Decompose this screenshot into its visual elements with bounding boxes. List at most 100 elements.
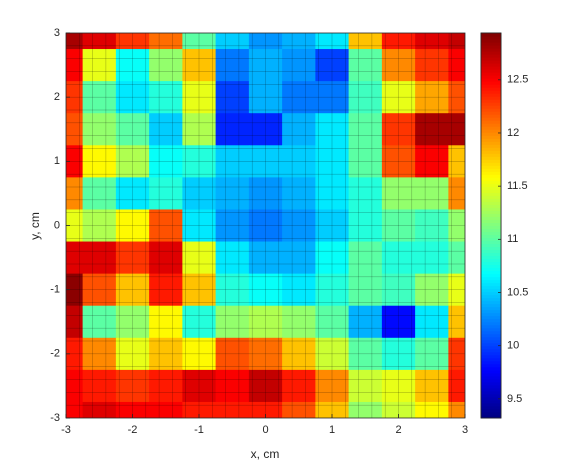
heat-cell	[282, 209, 316, 243]
colorbar-strip	[481, 51, 501, 55]
heat-cell	[149, 209, 183, 243]
heat-cell	[82, 49, 117, 82]
colorbar-strip	[481, 279, 501, 284]
colorbar-tick-label: 11.5	[507, 180, 528, 192]
colorbar-strip	[481, 96, 501, 100]
colorbar-strip	[481, 330, 501, 335]
heat-cell	[215, 177, 250, 211]
colorbar-strip	[481, 186, 501, 190]
heat-cell	[415, 241, 449, 275]
heat-cell	[182, 33, 217, 50]
colorbar-strip	[481, 282, 501, 287]
colorbar-strip	[481, 213, 501, 217]
colorbar-strip	[481, 36, 501, 40]
heat-cell	[215, 49, 250, 82]
heat-cell	[82, 209, 117, 243]
colorbar-strip	[481, 57, 501, 61]
heat-cell	[448, 305, 465, 339]
heat-cell	[381, 337, 416, 371]
colorbar-strip	[481, 54, 501, 58]
heat-cell	[66, 145, 84, 178]
heat-cell	[149, 305, 183, 339]
heat-cell	[215, 241, 250, 275]
colorbar-strip	[481, 198, 501, 202]
heat-cell	[248, 369, 283, 403]
colorbar-strip	[481, 345, 501, 350]
heat-cell	[348, 369, 383, 403]
colorbar-strip	[481, 270, 501, 275]
colorbar-strip	[481, 303, 501, 308]
colorbar-strip	[481, 204, 501, 208]
y-tick-label: -2	[50, 348, 60, 360]
colorbar-strip	[481, 126, 501, 130]
colorbar-strip	[481, 393, 501, 398]
colorbar-strip	[481, 318, 501, 323]
heat-cell	[381, 177, 416, 211]
colorbar-strip	[481, 249, 501, 254]
heat-cell	[248, 49, 283, 82]
heat-cell	[381, 145, 416, 178]
heat-cell	[448, 401, 465, 418]
y-tick-label: -1	[50, 284, 60, 296]
x-tick-label: -2	[128, 424, 138, 436]
colorbar-strip	[481, 93, 501, 97]
heat-cell	[381, 369, 416, 403]
colorbar-strip	[481, 315, 501, 320]
heat-cell	[115, 401, 150, 418]
heat-cell	[215, 33, 250, 50]
heat-cell	[415, 209, 449, 243]
colorbar-strip	[481, 228, 501, 233]
heat-cell	[66, 113, 84, 146]
colorbar-strip	[481, 276, 501, 281]
colorbar-strip	[481, 405, 501, 410]
heat-cell	[149, 241, 183, 275]
colorbar-strip	[481, 396, 501, 401]
heat-cell	[448, 209, 465, 243]
heat-cell	[348, 49, 383, 82]
colorbar-strip	[481, 261, 501, 266]
heat-cell	[448, 337, 465, 371]
colorbar-strip	[481, 354, 501, 359]
heat-cell	[248, 81, 283, 114]
heat-cell	[82, 33, 117, 50]
heat-cell	[282, 305, 316, 339]
colorbar-strip	[481, 333, 501, 338]
heat-cell	[282, 369, 316, 403]
colorbar-strip	[481, 33, 501, 37]
colorbar-strip	[481, 156, 501, 160]
heat-cell	[348, 305, 383, 339]
heat-cell	[82, 241, 117, 275]
heat-cell	[115, 113, 150, 146]
heat-cell	[66, 273, 84, 307]
colorbar-strip	[481, 306, 501, 311]
colorbar-strip	[481, 366, 501, 371]
heat-cell	[149, 401, 183, 418]
heat-cell	[282, 49, 316, 82]
colorbar-strip	[481, 411, 501, 416]
heat-cell	[215, 81, 250, 114]
colorbar-strip	[481, 120, 501, 124]
colorbar-strip	[481, 132, 501, 136]
heat-cell	[248, 145, 283, 178]
colorbar-strip	[481, 207, 501, 211]
heat-cell	[348, 177, 383, 211]
colorbar-strip	[481, 123, 501, 127]
heat-cell	[82, 369, 117, 403]
heat-cell	[448, 49, 465, 82]
colorbar-strip	[481, 357, 501, 362]
colorbar-strip	[481, 339, 501, 344]
heat-cell	[248, 337, 283, 371]
colorbar-strip	[481, 159, 501, 163]
heat-cell	[448, 113, 465, 146]
heat-cell	[182, 177, 217, 211]
heat-cell	[381, 209, 416, 243]
colorbar-strip	[481, 348, 501, 353]
heat-cell	[66, 241, 84, 275]
colorbar-strip	[481, 48, 501, 52]
colorbar-strip	[481, 402, 501, 407]
colorbar-strip	[481, 111, 501, 115]
heat-cell	[315, 145, 350, 178]
colorbar-strip	[481, 60, 501, 64]
colorbar-strip	[481, 78, 501, 82]
colorbar-strip	[481, 168, 501, 172]
